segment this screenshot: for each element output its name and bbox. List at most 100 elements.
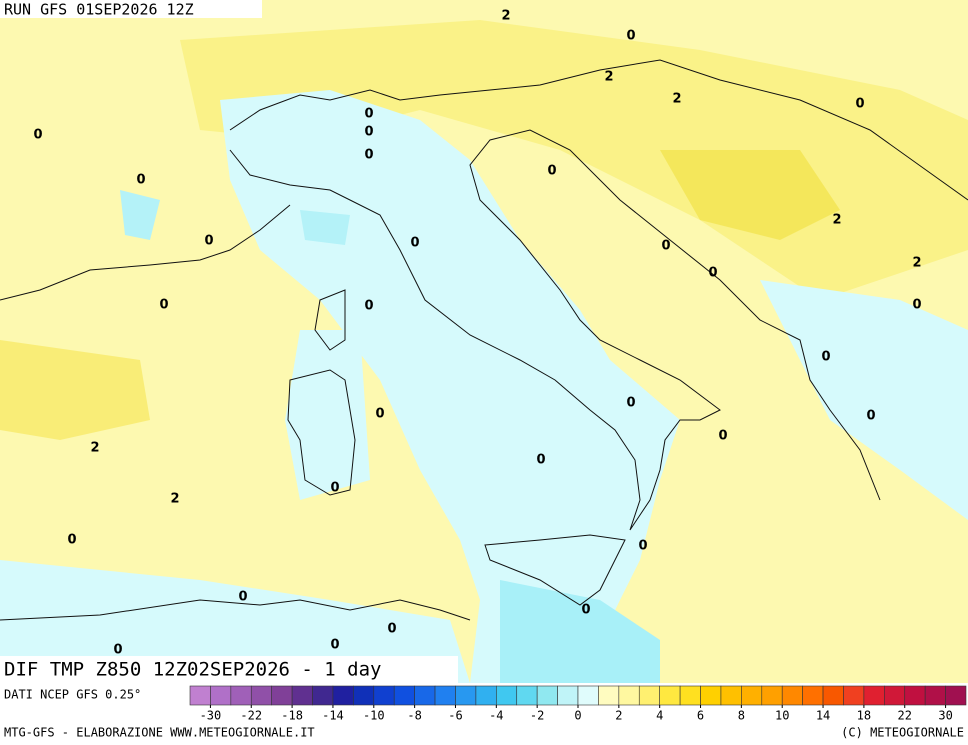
contour-label: 0 [536,453,545,468]
contour-label: 0 [821,350,830,365]
color-swatch [822,685,844,706]
run-label: RUN GFS 01SEP2026 12Z [4,1,194,19]
map-field [0,0,968,683]
colorbar-label: 10 [775,709,789,723]
color-swatch [291,685,313,706]
color-swatch [475,685,497,706]
color-swatch [353,685,375,706]
contour-label: 0 [364,107,373,122]
colorbar-label: -30 [200,709,222,723]
footer-left: MTG-GFS - ELABORAZIONE WWW.METEOGIORNALE… [4,726,315,740]
colorbar-label: -2 [530,709,544,723]
contour-label: 0 [626,396,635,411]
contour-label: 2 [501,9,510,24]
contour-label: 0 [547,164,556,179]
color-swatch [598,685,620,706]
contour-label: 0 [364,299,373,314]
colorbar-label: 2 [615,709,622,723]
contour-label: 0 [661,239,670,254]
colorbar-label: 8 [738,709,745,723]
contour-label: 0 [33,128,42,143]
contour-labels: 2 0 2 2 0 0 0 0 0 0 0 2 0 0 0 0 2 0 0 0 0 0 0 0 0 2 0 0 2 0 0 0 0 0 0 0 [33,9,921,658]
contour-label: 0 [330,638,339,653]
footer-right: (C) METEOGIORNALE [841,726,964,740]
color-swatch [720,685,742,706]
color-swatch [618,685,640,706]
contour-label: 0 [410,236,419,251]
color-swatch [741,685,763,706]
colorbar-label: 22 [898,709,912,723]
contour-label: 0 [638,539,647,554]
colorbar-label: -14 [322,709,344,723]
color-swatch [884,685,906,706]
color-swatch [210,685,232,706]
contour-label: 0 [113,643,122,658]
color-swatch [230,685,252,706]
contour-label: 0 [330,481,339,496]
contour-label: 0 [866,409,875,424]
coastlines [0,59,968,621]
color-swatch [924,685,946,706]
contour-label: 0 [375,407,384,422]
color-swatch [332,685,354,706]
color-swatch [904,685,926,706]
contour-label: 0 [364,125,373,140]
colorbar-label: 4 [656,709,663,723]
colorbar-label: -10 [363,709,385,723]
source-label: DATI NCEP GFS 0.25° [4,688,141,702]
color-swatch [802,685,824,706]
color-swatch [659,685,681,706]
color-swatch [577,685,599,706]
color-swatch [679,685,701,706]
color-swatch [250,685,272,706]
colorbar-label: -4 [489,709,503,723]
color-swatch [271,685,293,706]
contour-label: 0 [67,533,76,548]
contour-label: 0 [912,298,921,313]
contour-label: 0 [136,173,145,188]
map-title: DIF TMP Z850 12Z02SEP2026 - 1 day [4,659,382,681]
color-swatch [945,685,967,706]
color-swatch [843,685,865,706]
color-swatch [536,685,558,706]
contour-label: 0 [855,97,864,112]
colorbar-label: 6 [697,709,704,723]
color-swatch [312,685,334,706]
color-swatch [455,685,477,706]
colorbar-label: -8 [407,709,421,723]
contour-label: 2 [170,492,179,507]
color-swatch [761,685,783,706]
contour-label: 2 [604,70,613,85]
contour-label: 2 [912,256,921,271]
contour-label: 0 [718,429,727,444]
contour-label: 0 [364,148,373,163]
contour-label: 0 [387,622,396,637]
color-swatch [516,685,538,706]
contour-label: 2 [90,441,99,456]
color-swatch [393,685,415,706]
contour-label: 0 [626,29,635,44]
colorbar-label: 30 [938,709,952,723]
contour-label: 0 [159,298,168,313]
color-swatch [863,685,885,706]
colorbar-label: -18 [281,709,303,723]
color-swatch [434,685,456,706]
colorbar-label: -22 [240,709,262,723]
color-swatch [189,685,211,706]
colorbar-label: 0 [574,709,581,723]
colorbar-label: -6 [448,709,462,723]
header-box [0,0,262,18]
color-swatch [373,685,395,706]
color-swatch [781,685,803,706]
title-box [0,656,458,683]
contour-label: 2 [672,92,681,107]
color-swatch [700,685,722,706]
contour-label: 0 [581,603,590,618]
colorbar: -30 -22 -18 -14 -10 -8 -6 -4 -2 0 2 4 6 8 10 14 18 22 30 [189,685,967,723]
contour-label: 0 [204,234,213,249]
colorbar-label: 14 [816,709,830,723]
color-swatch [496,685,518,706]
color-swatch [638,685,660,706]
